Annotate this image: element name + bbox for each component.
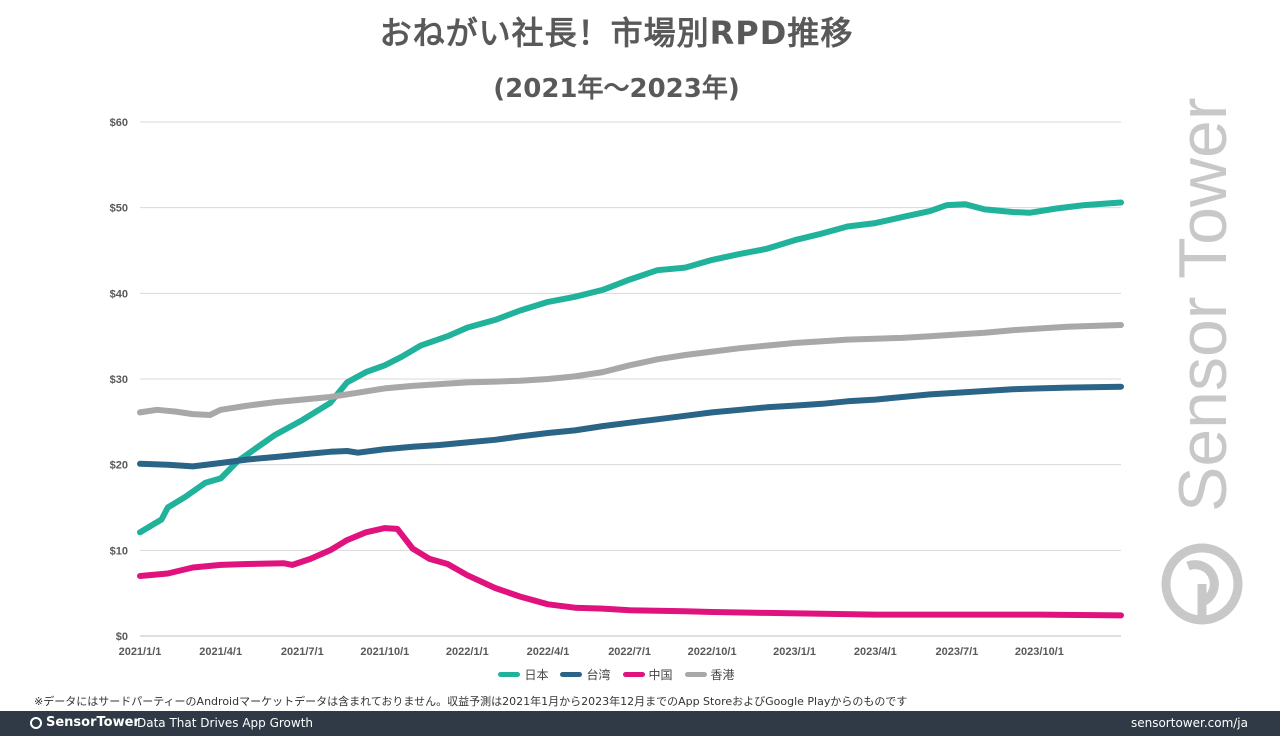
y-tick-label: $10	[110, 545, 128, 557]
x-tick-label: 2022/1/1	[446, 646, 489, 658]
y-tick-label: $60	[110, 117, 128, 129]
legend-label-taiwan: 台湾	[586, 668, 611, 682]
legend-item-hongkong: 香港	[684, 666, 735, 683]
legend-item-japan: 日本	[498, 666, 548, 683]
y-tick-label: $0	[116, 631, 128, 643]
x-tick-label: 2023/10/1	[1015, 646, 1064, 658]
legend-swatch-china	[622, 672, 645, 677]
svg-text:Sensor Tower: Sensor Tower	[1165, 97, 1241, 512]
legend-label-hongkong: 香港	[710, 668, 735, 682]
x-tick-label: 2021/7/1	[281, 646, 324, 658]
series-layer	[137, 199, 1124, 619]
x-axis-ticks: 2021/1/1 2021/4/1 2021/7/1 2021/10/1 2022/1/…	[119, 646, 1064, 658]
x-tick-label: 2021/1/1	[119, 646, 162, 658]
series-line-hongkong	[137, 322, 1124, 418]
footer-brand: SensorTower	[30, 715, 140, 730]
legend-swatch-taiwan	[560, 672, 583, 677]
grid-layer	[140, 121, 1121, 637]
y-tick-label: $50	[110, 203, 128, 215]
legend-label-china: 中国	[648, 668, 673, 682]
x-tick-label: 2021/4/1	[199, 646, 242, 658]
chart-title: おねがい社長！市場別RPD推移	[379, 14, 854, 52]
series-line-japan	[137, 199, 1124, 536]
series-line-china	[137, 525, 1124, 619]
footnote: ※データにはサードパーティーのAndroidマーケットデータは含まれておりません…	[34, 695, 908, 708]
footer-brand-text: SensorTower	[46, 715, 140, 730]
x-tick-label: 2021/10/1	[360, 646, 409, 658]
x-tick-label: 2023/1/1	[773, 646, 816, 658]
x-tick-label: 2022/10/1	[688, 646, 737, 658]
legend-swatch-hongkong	[684, 672, 707, 677]
legend-item-taiwan: 台湾	[560, 666, 611, 683]
x-tick-label: 2023/7/1	[935, 646, 978, 658]
series-line-taiwan	[137, 383, 1124, 470]
footer-site-link[interactable]: sensortower.com/ja	[1130, 716, 1248, 730]
y-axis-ticks: $0 $10 $20 $30 $40 $50 $60	[110, 117, 128, 643]
chart-legend: 日本 台湾 中国 香港	[0, 666, 1233, 683]
legend-item-china: 中国	[622, 666, 673, 683]
sensor-tower-watermark-logo: Sensor Tower	[1161, 97, 1243, 625]
x-tick-label: 2023/4/1	[854, 646, 897, 658]
legend-label-japan: 日本	[524, 668, 549, 682]
y-tick-label: $30	[110, 374, 128, 386]
legend-swatch-japan	[498, 672, 521, 677]
y-tick-label: $20	[110, 460, 128, 472]
chart-subtitle: (2021年〜2023年)	[493, 74, 740, 104]
sensor-tower-logo-icon	[30, 716, 42, 729]
footer-bar: SensorTower Data That Drives App Growth …	[0, 711, 1280, 736]
x-tick-label: 2022/7/1	[608, 646, 651, 658]
footer-tagline: Data That Drives App Growth	[137, 716, 314, 730]
x-tick-label: 2022/4/1	[527, 646, 570, 658]
y-tick-label: $40	[110, 288, 128, 300]
